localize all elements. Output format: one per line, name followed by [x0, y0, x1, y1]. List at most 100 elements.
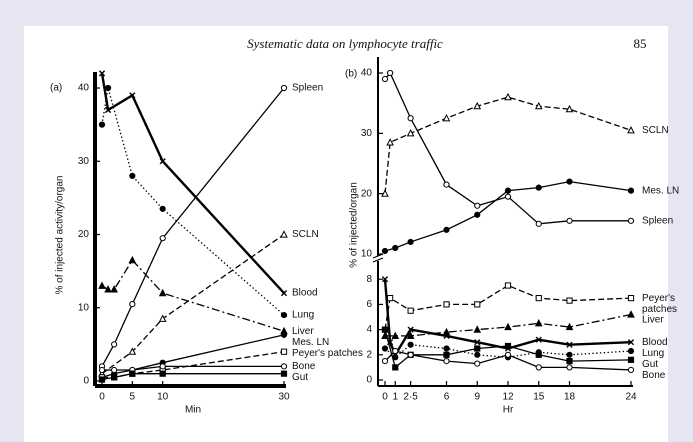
marker [104, 285, 112, 293]
marker [407, 238, 414, 246]
marker [504, 351, 512, 358]
series-label: Spleen [642, 215, 673, 226]
marker [474, 211, 481, 218]
series-label: Gut [292, 372, 308, 383]
x-tick-label: 0 [99, 392, 105, 403]
marker [98, 121, 106, 128]
marker [159, 205, 166, 212]
marker [504, 282, 512, 289]
y-tick-label: 2 [366, 349, 372, 360]
marker [407, 307, 414, 314]
series-label: Gut [642, 359, 658, 370]
marker [158, 314, 167, 322]
series-label: Bone [642, 370, 666, 381]
marker [128, 347, 137, 355]
series-label: Blood [642, 337, 668, 348]
marker [474, 301, 481, 308]
marker [280, 348, 288, 355]
marker [98, 366, 106, 374]
marker [104, 106, 112, 114]
marker [473, 101, 482, 110]
marker [443, 358, 450, 365]
y-tick-label: 20 [78, 229, 90, 240]
marker [391, 331, 400, 339]
marker [474, 339, 481, 346]
series-label-line: Peyer's [642, 293, 678, 304]
y-tick-label: 0 [83, 376, 89, 387]
marker [280, 311, 288, 319]
x-tick-label: 18 [564, 392, 576, 403]
marker [566, 364, 573, 371]
y-tick-label: 6 [366, 299, 372, 310]
marker [129, 172, 136, 179]
y-tick-label: 40 [78, 83, 90, 94]
marker [443, 345, 450, 352]
marker [504, 322, 512, 331]
marker [407, 351, 414, 358]
marker [128, 255, 137, 264]
marker [627, 347, 635, 355]
series-label: Lung [642, 348, 664, 359]
marker [474, 360, 481, 367]
series-label: Blood [292, 288, 318, 299]
marker [565, 104, 574, 113]
marker [627, 126, 635, 134]
x-tick-label: 30 [278, 392, 290, 403]
marker [406, 129, 415, 137]
marker [443, 332, 450, 339]
marker [387, 295, 394, 302]
marker [535, 184, 542, 191]
marker [129, 92, 136, 99]
page-number: 85 [634, 36, 647, 51]
marker [111, 341, 118, 348]
series-label: SCLN [292, 229, 319, 240]
marker [627, 366, 635, 374]
marker [566, 217, 573, 224]
y-tick-label: 10 [361, 249, 373, 260]
x-axis-label: Hr [503, 405, 514, 416]
marker [392, 347, 399, 355]
marker [566, 358, 573, 365]
x-tick-label: 10 [157, 392, 169, 403]
y-tick-label: 20 [361, 188, 373, 199]
axis-break-mark [372, 253, 384, 263]
x-axis-label: Min [185, 405, 201, 416]
series-line [101, 233, 285, 375]
marker [535, 351, 542, 358]
x-tick-label: 12 [502, 392, 514, 403]
marker [627, 187, 635, 194]
marker [159, 235, 166, 242]
marker [443, 351, 450, 358]
marker [98, 281, 106, 289]
marker [534, 101, 543, 110]
marker [159, 363, 166, 370]
y-tick-label: 8 [366, 274, 372, 285]
marker [443, 301, 450, 308]
marker [627, 310, 635, 318]
y-axis-label: % of injected/organ [349, 182, 360, 268]
marker [111, 374, 118, 381]
x-tick-label: 2·5 [403, 392, 418, 403]
marker [381, 358, 389, 365]
marker [473, 325, 482, 333]
x-tick-label: 6 [444, 392, 450, 403]
marker [474, 345, 481, 352]
marker [381, 247, 389, 255]
series-label: Peyer's patches [292, 348, 363, 359]
marker [381, 326, 389, 333]
marker [280, 230, 288, 238]
marker [566, 341, 573, 348]
marker [280, 363, 288, 370]
marker [129, 300, 136, 308]
marker [535, 336, 542, 343]
panel-label: (a) [50, 83, 62, 94]
marker [280, 84, 288, 92]
marker [280, 290, 288, 297]
x-tick-label: 0 [382, 392, 388, 403]
series-line [384, 284, 632, 330]
marker [504, 342, 512, 350]
x-tick-label: 1 [392, 392, 398, 403]
series-label: Liver [292, 326, 314, 337]
